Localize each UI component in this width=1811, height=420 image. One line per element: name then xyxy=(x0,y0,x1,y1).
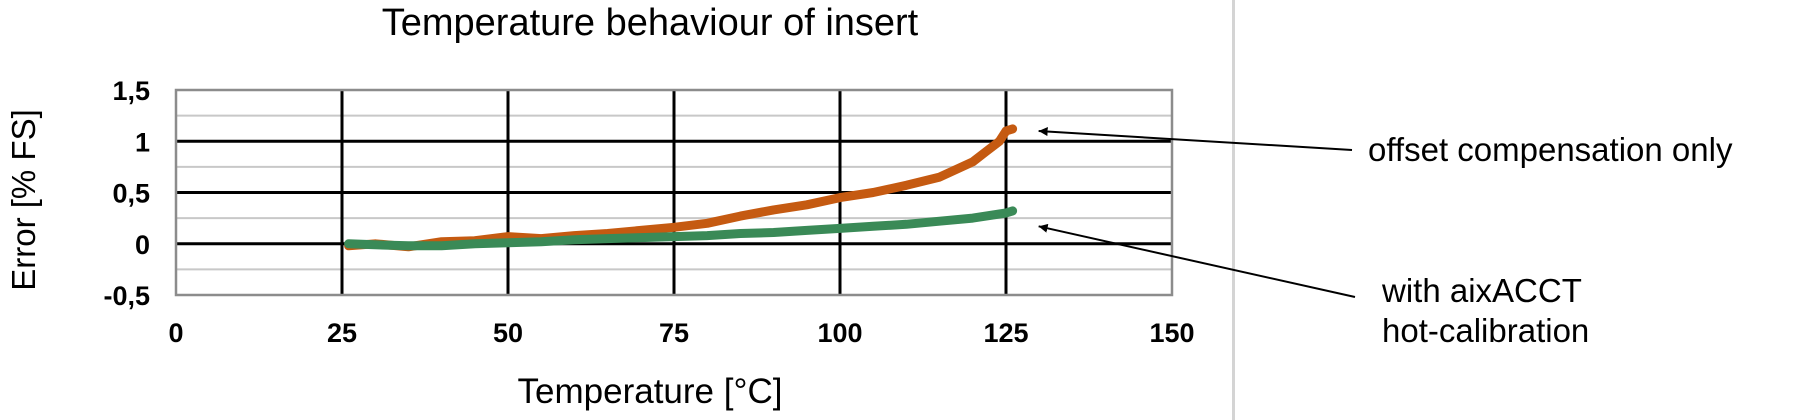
series-line-0 xyxy=(344,124,1018,252)
chart-title: Temperature behaviour of insert xyxy=(382,2,919,44)
series-1-point xyxy=(345,240,353,248)
plot-frame xyxy=(174,88,1174,297)
y-tick-label: 0,5 xyxy=(112,179,150,209)
series-0-point xyxy=(902,181,910,189)
series-0-point xyxy=(736,212,744,220)
x-tick-label: 125 xyxy=(983,318,1028,348)
major-gridlines xyxy=(176,90,1172,295)
series-0-point xyxy=(1002,127,1010,135)
series-line-1 xyxy=(344,206,1018,251)
y-tick-labels: 1,5 1 0,5 0 -0,5 xyxy=(103,76,150,311)
x-tick-label: 150 xyxy=(1149,318,1194,348)
series-0-point xyxy=(770,206,778,214)
series-1-point xyxy=(770,228,778,236)
series-1-point xyxy=(869,222,877,230)
annotation-arrow xyxy=(1038,127,1353,151)
series-1-point xyxy=(604,235,612,243)
series-1-point xyxy=(670,233,678,241)
series-1-point xyxy=(703,232,711,240)
annotation-arrows xyxy=(1038,127,1356,298)
x-tick-label: 50 xyxy=(493,318,523,348)
y-tick-label: 1,5 xyxy=(112,76,150,106)
series-1-point xyxy=(404,242,412,250)
y-tick-label: -0,5 xyxy=(103,281,150,311)
annotation-hot-calibration-line-1: with aixACCT xyxy=(1382,272,1582,309)
series-0-point xyxy=(969,158,977,166)
x-axis-label: Temperature [°C] xyxy=(518,372,783,411)
x-tick-labels: 0 25 50 75 100 125 150 xyxy=(168,318,1194,348)
series-1-point xyxy=(570,236,578,244)
series-0-point xyxy=(982,148,990,155)
series-layer xyxy=(344,124,1018,252)
x-tick-label: 0 xyxy=(168,318,183,348)
series-1-point xyxy=(438,242,446,250)
series-1-point xyxy=(1009,207,1017,215)
series-0-point xyxy=(803,201,811,209)
panel-divider xyxy=(1232,0,1235,420)
series-0-point xyxy=(637,226,645,234)
series-1-point xyxy=(1002,209,1010,217)
series-0-point xyxy=(1009,125,1017,133)
series-0-point xyxy=(670,223,678,231)
annotation-hot-calibration: with aixACCT hot-calibration xyxy=(1382,271,1589,351)
x-tick-label: 75 xyxy=(659,318,689,348)
series-1-point xyxy=(836,224,844,232)
series-1-point xyxy=(371,241,379,249)
y-tick-label: 0 xyxy=(135,230,150,260)
annotation-hot-calibration-line-2: hot-calibration xyxy=(1382,312,1590,349)
series-1-point xyxy=(504,239,512,247)
annotation-offset-only: offset compensation only xyxy=(1368,131,1733,168)
series-1-point xyxy=(736,230,744,237)
y-axis-label: Error [% FS] xyxy=(5,109,42,291)
series-1-point xyxy=(637,234,645,242)
series-1-point xyxy=(803,226,811,234)
x-tick-label: 25 xyxy=(327,318,357,348)
series-1-point xyxy=(936,217,944,225)
series-1-point xyxy=(471,240,479,248)
series-1-point xyxy=(969,214,977,222)
annotation-arrow xyxy=(1038,223,1356,298)
x-tick-label: 100 xyxy=(817,318,862,348)
series-0-point xyxy=(995,137,1003,145)
series-0-point xyxy=(936,173,944,181)
series-0-point xyxy=(703,219,711,227)
y-tick-label: 1 xyxy=(135,127,150,157)
series-0-point xyxy=(836,194,844,202)
series-0-point xyxy=(869,189,877,196)
series-1-point xyxy=(537,238,545,246)
series-1-point xyxy=(902,220,910,228)
